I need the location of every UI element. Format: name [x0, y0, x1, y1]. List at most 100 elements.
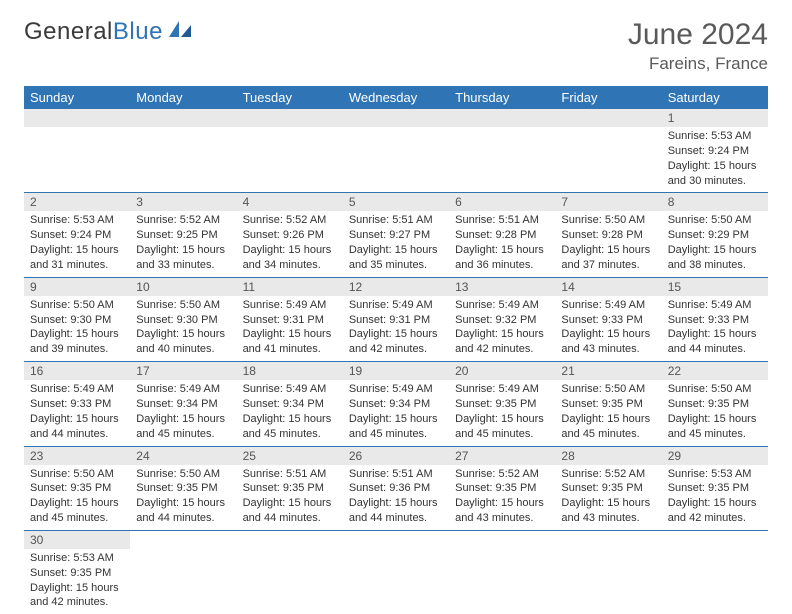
day-data: Sunrise: 5:53 AMSunset: 9:24 PMDaylight:… [662, 127, 768, 192]
day-ss-line: Sunset: 9:32 PM [455, 313, 549, 328]
day-d1-line: Daylight: 15 hours [243, 243, 337, 258]
day-sr-line: Sunrise: 5:49 AM [243, 298, 337, 313]
day-d2-line: and 45 minutes. [561, 427, 655, 442]
day-d2-line: and 45 minutes. [349, 427, 443, 442]
day-number: 7 [555, 193, 661, 211]
day-ss-line: Sunset: 9:30 PM [30, 313, 124, 328]
day-number [449, 109, 555, 127]
calendar-week-row: 2Sunrise: 5:53 AMSunset: 9:24 PMDaylight… [24, 193, 768, 277]
calendar-day-cell: 24Sunrise: 5:50 AMSunset: 9:35 PMDayligh… [130, 446, 236, 530]
day-d1-line: Daylight: 15 hours [243, 327, 337, 342]
day-number: 8 [662, 193, 768, 211]
day-d2-line: and 45 minutes. [668, 427, 762, 442]
calendar-day-cell: 25Sunrise: 5:51 AMSunset: 9:35 PMDayligh… [237, 446, 343, 530]
day-d1-line: Daylight: 15 hours [243, 412, 337, 427]
day-d1-line: Daylight: 15 hours [668, 496, 762, 511]
calendar-week-row: 1Sunrise: 5:53 AMSunset: 9:24 PMDaylight… [24, 109, 768, 193]
calendar-day-cell: 2Sunrise: 5:53 AMSunset: 9:24 PMDaylight… [24, 193, 130, 277]
logo-text-blue: Blue [113, 18, 163, 46]
calendar-day-cell: 22Sunrise: 5:50 AMSunset: 9:35 PMDayligh… [662, 362, 768, 446]
calendar-week-row: 9Sunrise: 5:50 AMSunset: 9:30 PMDaylight… [24, 277, 768, 361]
calendar-day-cell: 26Sunrise: 5:51 AMSunset: 9:36 PMDayligh… [343, 446, 449, 530]
day-sr-line: Sunrise: 5:50 AM [561, 382, 655, 397]
day-sr-line: Sunrise: 5:50 AM [30, 298, 124, 313]
day-d2-line: and 44 minutes. [136, 511, 230, 526]
day-data: Sunrise: 5:51 AMSunset: 9:27 PMDaylight:… [343, 211, 449, 276]
day-d1-line: Daylight: 15 hours [30, 243, 124, 258]
day-data: Sunrise: 5:50 AMSunset: 9:35 PMDaylight:… [555, 380, 661, 445]
day-ss-line: Sunset: 9:35 PM [668, 481, 762, 496]
day-sr-line: Sunrise: 5:51 AM [455, 213, 549, 228]
day-number [343, 109, 449, 127]
calendar-table: SundayMondayTuesdayWednesdayThursdayFrid… [24, 86, 768, 614]
day-d1-line: Daylight: 15 hours [349, 496, 443, 511]
weekday-header: Friday [555, 86, 661, 109]
day-number: 10 [130, 278, 236, 296]
day-data: Sunrise: 5:52 AMSunset: 9:25 PMDaylight:… [130, 211, 236, 276]
calendar-day-cell: 21Sunrise: 5:50 AMSunset: 9:35 PMDayligh… [555, 362, 661, 446]
day-ss-line: Sunset: 9:33 PM [30, 397, 124, 412]
day-d1-line: Daylight: 15 hours [561, 496, 655, 511]
day-ss-line: Sunset: 9:34 PM [349, 397, 443, 412]
day-sr-line: Sunrise: 5:49 AM [455, 298, 549, 313]
calendar-day-cell: 29Sunrise: 5:53 AMSunset: 9:35 PMDayligh… [662, 446, 768, 530]
day-number: 5 [343, 193, 449, 211]
calendar-day-cell: 1Sunrise: 5:53 AMSunset: 9:24 PMDaylight… [662, 109, 768, 193]
day-data: Sunrise: 5:49 AMSunset: 9:35 PMDaylight:… [449, 380, 555, 445]
day-d2-line: and 44 minutes. [349, 511, 443, 526]
day-sr-line: Sunrise: 5:52 AM [561, 467, 655, 482]
calendar-empty-cell [555, 530, 661, 614]
calendar-body: 1Sunrise: 5:53 AMSunset: 9:24 PMDaylight… [24, 109, 768, 614]
day-ss-line: Sunset: 9:31 PM [243, 313, 337, 328]
day-number [237, 531, 343, 549]
calendar-week-row: 23Sunrise: 5:50 AMSunset: 9:35 PMDayligh… [24, 446, 768, 530]
day-d1-line: Daylight: 15 hours [136, 412, 230, 427]
calendar-day-cell: 27Sunrise: 5:52 AMSunset: 9:35 PMDayligh… [449, 446, 555, 530]
day-data: Sunrise: 5:50 AMSunset: 9:30 PMDaylight:… [24, 296, 130, 361]
day-number [130, 531, 236, 549]
day-ss-line: Sunset: 9:35 PM [561, 397, 655, 412]
day-ss-line: Sunset: 9:35 PM [668, 397, 762, 412]
day-ss-line: Sunset: 9:35 PM [136, 481, 230, 496]
day-d2-line: and 39 minutes. [30, 342, 124, 357]
day-d2-line: and 45 minutes. [455, 427, 549, 442]
day-ss-line: Sunset: 9:27 PM [349, 228, 443, 243]
day-number: 17 [130, 362, 236, 380]
day-sr-line: Sunrise: 5:49 AM [561, 298, 655, 313]
day-sr-line: Sunrise: 5:50 AM [668, 213, 762, 228]
day-data: Sunrise: 5:49 AMSunset: 9:31 PMDaylight:… [237, 296, 343, 361]
calendar-empty-cell [130, 530, 236, 614]
day-sr-line: Sunrise: 5:53 AM [30, 551, 124, 566]
weekday-header: Monday [130, 86, 236, 109]
day-number: 29 [662, 447, 768, 465]
day-ss-line: Sunset: 9:35 PM [455, 397, 549, 412]
day-data: Sunrise: 5:50 AMSunset: 9:30 PMDaylight:… [130, 296, 236, 361]
day-d1-line: Daylight: 15 hours [668, 327, 762, 342]
day-d2-line: and 45 minutes. [136, 427, 230, 442]
calendar-day-cell: 3Sunrise: 5:52 AMSunset: 9:25 PMDaylight… [130, 193, 236, 277]
day-ss-line: Sunset: 9:28 PM [455, 228, 549, 243]
day-data: Sunrise: 5:52 AMSunset: 9:35 PMDaylight:… [555, 465, 661, 530]
day-ss-line: Sunset: 9:33 PM [561, 313, 655, 328]
calendar-day-cell: 8Sunrise: 5:50 AMSunset: 9:29 PMDaylight… [662, 193, 768, 277]
day-data: Sunrise: 5:53 AMSunset: 9:35 PMDaylight:… [24, 549, 130, 614]
day-d1-line: Daylight: 15 hours [30, 327, 124, 342]
day-d2-line: and 43 minutes. [561, 342, 655, 357]
day-d2-line: and 30 minutes. [668, 174, 762, 189]
day-number [555, 109, 661, 127]
day-number: 13 [449, 278, 555, 296]
day-number: 4 [237, 193, 343, 211]
calendar-empty-cell [237, 109, 343, 193]
day-d2-line: and 43 minutes. [561, 511, 655, 526]
day-data: Sunrise: 5:50 AMSunset: 9:29 PMDaylight:… [662, 211, 768, 276]
day-sr-line: Sunrise: 5:51 AM [349, 213, 443, 228]
day-sr-line: Sunrise: 5:52 AM [243, 213, 337, 228]
day-sr-line: Sunrise: 5:53 AM [30, 213, 124, 228]
day-ss-line: Sunset: 9:24 PM [30, 228, 124, 243]
day-sr-line: Sunrise: 5:50 AM [668, 382, 762, 397]
day-data: Sunrise: 5:49 AMSunset: 9:34 PMDaylight:… [237, 380, 343, 445]
calendar-empty-cell [237, 530, 343, 614]
calendar-day-cell: 20Sunrise: 5:49 AMSunset: 9:35 PMDayligh… [449, 362, 555, 446]
day-data: Sunrise: 5:50 AMSunset: 9:28 PMDaylight:… [555, 211, 661, 276]
day-d2-line: and 38 minutes. [668, 258, 762, 273]
